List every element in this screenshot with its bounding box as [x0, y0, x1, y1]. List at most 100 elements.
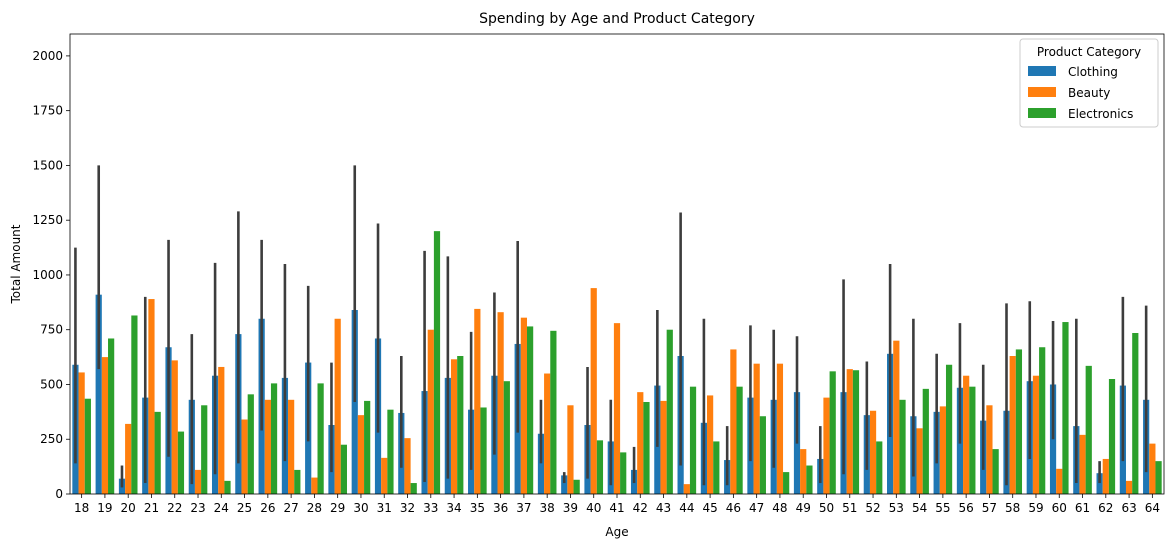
y-tick-label: 500: [40, 377, 63, 391]
bar-electronics-20: [131, 315, 138, 494]
bar-beauty-33: [427, 329, 434, 494]
plot-area: [72, 165, 1162, 494]
bar-electronics-38: [550, 330, 557, 494]
bar-beauty-38: [544, 373, 551, 494]
bar-clothing-39: [561, 475, 568, 494]
bar-electronics-21: [154, 411, 161, 494]
x-tick-label: 52: [865, 501, 880, 515]
bar-electronics-28: [317, 383, 324, 494]
legend-swatch-beauty: [1028, 87, 1056, 97]
x-tick-label: 46: [726, 501, 741, 515]
bar-beauty-32: [404, 438, 411, 494]
bar-electronics-48: [783, 472, 790, 494]
bar-beauty-34: [450, 359, 458, 494]
bar-beauty-62: [1102, 458, 1109, 494]
x-tick-label: 23: [190, 501, 205, 515]
bar-electronics-30: [364, 400, 371, 494]
bar-beauty-24: [218, 366, 225, 494]
bar-electronics-52: [876, 441, 883, 494]
legend-label-clothing: Clothing: [1068, 65, 1118, 79]
y-tick-label: 1500: [32, 158, 63, 172]
legend-title: Product Category: [1037, 45, 1141, 59]
x-tick-label: 50: [819, 501, 834, 515]
bar-electronics-32: [410, 483, 417, 494]
bar-electronics-41: [620, 452, 627, 494]
x-tick-label: 49: [796, 501, 811, 515]
bar-electronics-59: [1039, 347, 1046, 494]
bar-beauty-35: [474, 308, 481, 494]
bar-electronics-63: [1132, 333, 1139, 494]
x-tick-label: 58: [1005, 501, 1020, 515]
bar-electronics-42: [643, 402, 650, 494]
bar-beauty-21: [148, 299, 155, 494]
bar-beauty-45: [707, 395, 714, 494]
x-tick-label: 18: [74, 501, 89, 515]
bar-electronics-49: [806, 465, 813, 494]
bar-beauty-26: [264, 399, 271, 494]
bar-electronics-18: [84, 398, 91, 494]
x-tick-label: 21: [144, 501, 159, 515]
bar-electronics-56: [969, 386, 976, 494]
bar-beauty-29: [334, 318, 341, 494]
bar-beauty-31: [381, 457, 388, 494]
x-tick-label: 57: [982, 501, 997, 515]
bar-electronics-27: [294, 469, 301, 494]
bar-beauty-41: [613, 323, 621, 494]
bar-electronics-31: [387, 409, 394, 494]
x-tick-label: 42: [633, 501, 648, 515]
x-tick-label: 30: [353, 501, 368, 515]
legend-frame: [1019, 38, 1159, 128]
x-tick-label: 47: [749, 501, 764, 515]
y-tick-label: 1250: [32, 213, 63, 227]
bar-electronics-37: [527, 326, 534, 494]
bar-beauty-57: [986, 405, 993, 494]
bar-electronics-53: [899, 399, 906, 494]
bar-electronics-29: [340, 444, 347, 494]
bar-electronics-57: [992, 449, 999, 494]
x-tick-label: 38: [540, 501, 555, 515]
bar-beauty-56: [963, 375, 970, 494]
x-tick-label: 48: [772, 501, 787, 515]
x-tick-label: 34: [446, 501, 461, 515]
legend-swatch-clothing: [1028, 66, 1056, 76]
x-tick-label: 56: [959, 501, 974, 515]
bar-beauty-25: [241, 419, 248, 494]
x-tick-label: 35: [470, 501, 485, 515]
x-tick-label: 43: [656, 501, 671, 515]
x-tick-label: 19: [97, 501, 112, 515]
y-axis-label: Total Amount: [9, 224, 23, 304]
x-tick-label: 27: [283, 501, 298, 515]
bar-beauty-28: [311, 477, 318, 494]
bar-electronics-46: [736, 386, 743, 494]
bar-beauty-44: [683, 484, 690, 494]
chart-title: Spending by Age and Product Category: [479, 11, 755, 27]
bar-electronics-61: [1085, 365, 1092, 494]
x-tick-label: 25: [237, 501, 252, 515]
bar-electronics-51: [852, 370, 860, 494]
bar-beauty-49: [800, 449, 807, 494]
x-tick-label: 39: [563, 501, 578, 515]
x-tick-label: 33: [423, 501, 438, 515]
bar-beauty-46: [730, 349, 737, 494]
bar-beauty-52: [869, 410, 877, 494]
bar-beauty-42: [637, 392, 644, 494]
bar-beauty-20: [125, 423, 132, 494]
x-tick-label: 36: [493, 501, 508, 515]
bar-beauty-23: [194, 469, 202, 494]
bar-electronics-58: [1015, 349, 1023, 494]
bar-beauty-30: [357, 415, 365, 494]
bar-clothing-38: [537, 433, 545, 494]
bar-electronics-47: [759, 416, 766, 494]
bar-electronics-33: [433, 231, 441, 494]
bar-clothing-62: [1096, 473, 1103, 494]
y-tick-label: 0: [55, 487, 63, 501]
x-tick-label: 32: [400, 501, 415, 515]
bar-beauty-60: [1056, 468, 1063, 494]
bar-beauty-53: [893, 340, 900, 494]
x-tick-label: 26: [260, 501, 275, 515]
bar-electronics-24: [224, 480, 231, 494]
bar-electronics-39: [573, 479, 580, 494]
x-tick-label: 62: [1098, 501, 1113, 515]
x-tick-label: 61: [1075, 501, 1090, 515]
